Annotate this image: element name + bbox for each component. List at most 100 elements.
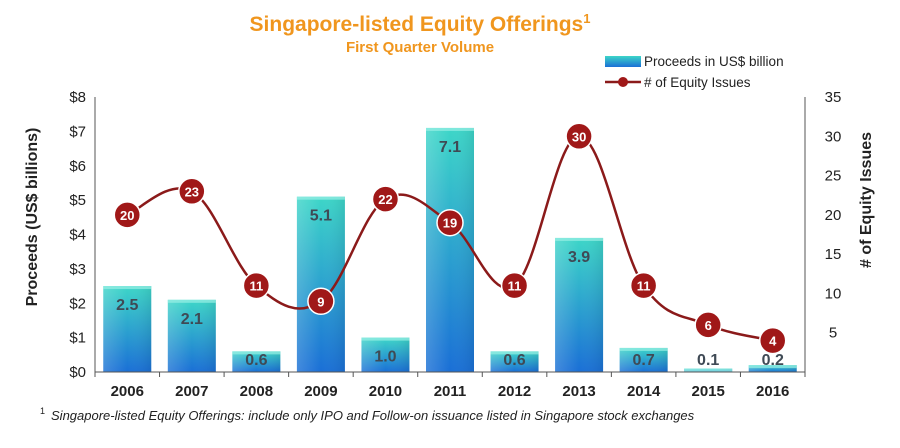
issues-marker-label: 11 [249, 279, 263, 294]
y-tick-label: $4 [69, 227, 86, 244]
y-tick-label: $1 [69, 330, 86, 347]
y2-tick-label: 15 [825, 246, 842, 263]
issues-marker-label: 11 [637, 279, 651, 294]
x-tick-label: 2008 [240, 383, 273, 400]
y2-axis-title: # of Equity Issues [858, 132, 875, 268]
title-superscript: 1 [583, 11, 590, 26]
issues-marker [694, 311, 722, 339]
y-tick-label: $5 [69, 192, 86, 209]
legend-label-proceeds: Proceeds in US$ billion [644, 54, 784, 69]
issues-marker-label: 22 [378, 192, 392, 207]
footnote: 1 Singapore-listed Equity Offerings: incl… [40, 406, 695, 423]
bar-shade [167, 299, 216, 372]
bar-value-label: 7.1 [439, 139, 461, 156]
chart-title: Singapore-listed Equity Offerings1 [250, 11, 591, 36]
issues-marker [758, 326, 787, 355]
bar-top-edge [748, 365, 797, 369]
x-tick-label: 2010 [369, 383, 402, 400]
issues-marker [242, 271, 271, 300]
bar-value-label: 0.6 [245, 352, 267, 369]
bars: 2.5 2.1 0.6 5.1 1.0 7.1 0.6 3.9 0.7 0.1 0.2 [103, 127, 797, 372]
issues-marker [113, 201, 142, 229]
x-axis: 2006 2007 2008 2009 2010 2011 2012 2013 2014 2015… [94, 97, 806, 400]
bar-value-label: 2.5 [116, 297, 138, 314]
issues-marker [307, 287, 335, 316]
bar-top-edge [619, 347, 668, 351]
issues-marker [629, 271, 658, 300]
legend: Proceeds in US$ billion # of Equity Issu… [605, 54, 784, 90]
y-tick-label: $6 [69, 158, 86, 175]
chart-subtitle: First Quarter Volume [346, 39, 494, 56]
y-tick-label: $3 [69, 261, 86, 278]
x-tick-label: 2013 [562, 383, 595, 400]
legend-label-issues: # of Equity Issues [644, 75, 751, 90]
x-tick-label: 2007 [175, 383, 208, 400]
bar-value-label: 3.9 [568, 249, 590, 266]
bar-top-edge [167, 299, 216, 303]
bar-value-label: 2.1 [181, 311, 203, 328]
bar-value-label: 0.2 [762, 352, 784, 369]
issues-marker-label: 4 [769, 334, 777, 349]
y-tick-label: $0 [69, 364, 86, 381]
issues-marker-label: 11 [508, 279, 522, 294]
x-tick-label: 2016 [756, 383, 789, 400]
bar-shade [296, 196, 345, 372]
bar-top-edge [296, 196, 345, 200]
bar-shade [490, 351, 539, 372]
x-tick-label: 2006 [111, 383, 144, 400]
issues-marker-label: 23 [185, 184, 199, 199]
y2-axis: 5 10 15 20 25 30 35 [825, 89, 842, 342]
bar-shade [361, 337, 410, 372]
y2-tick-label: 35 [825, 89, 842, 106]
issues-marker [371, 185, 400, 213]
bar-value-label: 0.1 [697, 352, 719, 369]
y2-tick-label: 25 [825, 168, 842, 185]
bar-top-edge [426, 127, 474, 131]
y-axis: $0 $1 $2 $3 $4 $5 $6 $7 $8 [69, 89, 86, 381]
y-tick-label: $2 [69, 295, 86, 312]
bar-shade [103, 286, 152, 372]
issues-line: 20 23 11 9 22 19 11 30 11 6 4 [113, 122, 787, 355]
bar-shade [426, 127, 474, 372]
legend-swatch-proceeds [605, 56, 641, 67]
y2-tick-label: 10 [825, 285, 842, 302]
bar-shade [232, 351, 281, 372]
bar-value-label: 0.7 [633, 352, 655, 369]
issues-marker-label: 9 [317, 294, 324, 309]
x-tick-label: 2009 [304, 383, 337, 400]
issues-marker-label: 20 [120, 208, 134, 223]
bar-top-edge [232, 351, 281, 355]
issues-marker-label: 19 [443, 216, 457, 231]
issues-marker-label: 30 [572, 129, 586, 144]
y-tick-label: $7 [69, 123, 86, 140]
y-axis-title: Proceeds (US$ billions) [24, 128, 41, 307]
bar-shade [748, 365, 797, 372]
issues-marker [178, 177, 206, 206]
issues-marker-label: 6 [705, 318, 712, 333]
y-tick-label: $8 [69, 89, 86, 106]
bar-top-edge [555, 237, 604, 241]
y2-tick-label: 20 [825, 207, 842, 224]
bar-value-label: 1.0 [374, 349, 396, 366]
issues-marker [500, 271, 529, 300]
bar-value-label: 0.6 [503, 352, 525, 369]
footnote-marker: 1 [40, 406, 45, 416]
x-tick-label: 2015 [691, 383, 724, 400]
y2-tick-label: 30 [825, 128, 842, 145]
y2-tick-label: 5 [829, 325, 837, 342]
bar-top-edge [684, 368, 733, 372]
issues-marker [565, 122, 593, 151]
bar-value-label: 5.1 [310, 208, 332, 225]
x-tick-label: 2014 [627, 383, 661, 400]
bar-shade [619, 347, 668, 372]
x-tick-label: 2011 [434, 383, 467, 400]
bar-top-edge [490, 351, 539, 355]
bar-top-edge [103, 286, 152, 290]
issues-marker [436, 208, 464, 237]
bar-top-edge [361, 337, 410, 341]
legend-marker-issues [618, 77, 628, 87]
x-tick-label: 2012 [498, 383, 531, 400]
bar-shade [555, 237, 604, 372]
